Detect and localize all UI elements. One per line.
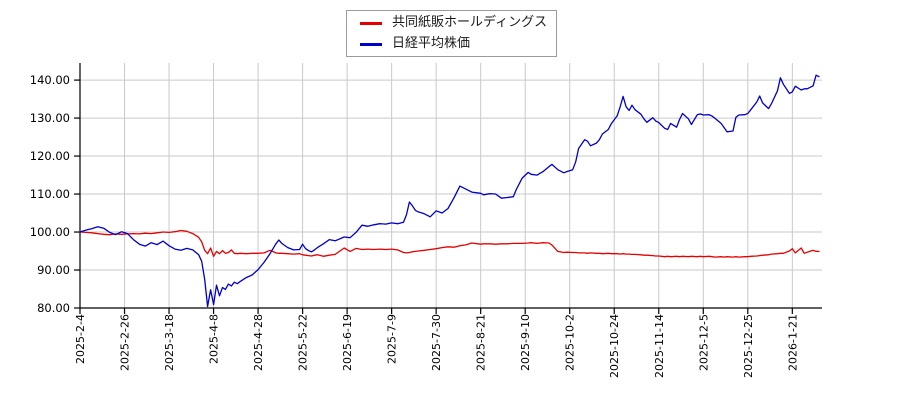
x-tick-label: 2025-12-5 <box>697 314 710 371</box>
y-tick-label: 100.00 <box>30 225 70 239</box>
x-tick-label: 2025-7-30 <box>430 314 443 371</box>
y-tick-label: 130.00 <box>30 111 70 125</box>
x-tick-label: 2025-10-2 <box>564 314 577 371</box>
x-tick-label: 2025-10-24 <box>608 314 621 378</box>
y-tick-label: 90.00 <box>37 263 70 277</box>
x-tick-label: 2025-2-4 <box>74 314 87 364</box>
x-tick-label: 2025-4-28 <box>252 314 265 371</box>
x-tick-label: 2026-1-21 <box>786 314 799 371</box>
legend-line-red-swatch <box>360 21 382 25</box>
x-tick-label: 2025-4-8 <box>208 314 221 364</box>
y-tick-label: 120.00 <box>30 149 70 163</box>
x-tick-label: 2025-6-19 <box>341 314 354 371</box>
y-tick-label: 110.00 <box>30 187 70 201</box>
x-tick-label: 2025-7-9 <box>386 314 399 364</box>
legend-item-nikkei: 日経平均株価 <box>360 36 556 52</box>
series-line-nikkei <box>79 74 820 308</box>
chart-legend: 共同紙販ホールディングス 日経平均株価 <box>346 10 557 57</box>
x-tick-label: 2025-5-22 <box>297 314 310 371</box>
y-tick-label: 80.00 <box>37 301 70 315</box>
x-tick-label: 2025-12-25 <box>742 314 755 378</box>
y-tick-label: 140.00 <box>30 73 70 87</box>
x-tick-label: 2025-3-18 <box>163 314 176 371</box>
legend-label-nikkei: 日経平均株価 <box>392 36 471 51</box>
legend-label-kyodo-shihan: 共同紙販ホールディングス <box>392 15 548 30</box>
legend-line-blue-swatch <box>360 42 382 46</box>
x-tick-label: 2025-8-21 <box>475 314 488 371</box>
legend-item-kyodo-shihan: 共同紙販ホールディングス <box>360 15 556 31</box>
x-tick-label: 2025-11-14 <box>653 314 666 378</box>
series-line-kyodo-shihan <box>79 229 820 258</box>
x-tick-label: 2025-2-26 <box>119 314 132 371</box>
x-tick-label: 2025-9-10 <box>519 314 532 371</box>
